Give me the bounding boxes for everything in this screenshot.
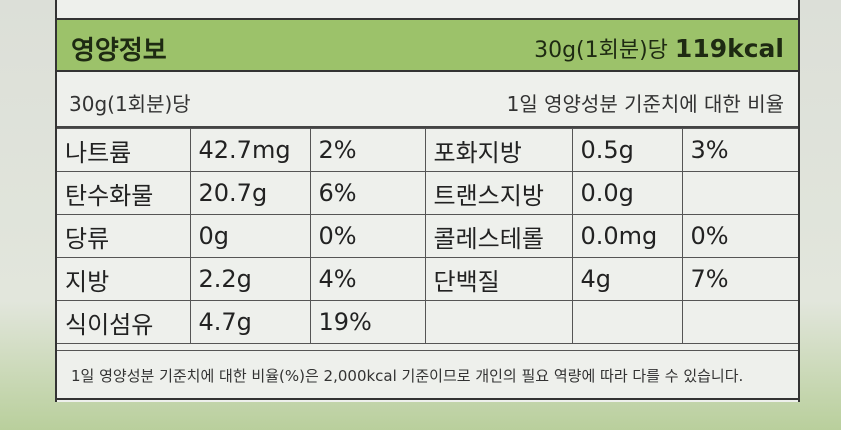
- subheader-right: 1일 영양성분 기준치에 대한 비율: [506, 92, 784, 116]
- table-cell: [571, 300, 683, 344]
- table-cell: 4g: [571, 257, 683, 301]
- table-cell: [681, 171, 798, 215]
- table-cell: 단백질: [424, 257, 573, 301]
- table-cell: 7%: [681, 257, 798, 301]
- kcal: 119kcal: [674, 34, 784, 63]
- table-cell: 6%: [309, 171, 426, 215]
- subheader-left: 30g(1회분)당: [69, 92, 191, 116]
- table-cell: 20.7g: [189, 171, 311, 215]
- table-cell: 당류: [57, 214, 191, 258]
- table-cell: 탄수화물: [57, 171, 191, 215]
- nutrition-label: 영양정보 30g(1회분)당 119kcal 30g(1회분)당 1일 영양성분…: [55, 0, 800, 402]
- table-cell: 2%: [309, 128, 426, 172]
- table-row: 식이섬유 4.7g 19%: [57, 300, 798, 344]
- table-cell: [424, 300, 573, 344]
- table-cell: 0%: [681, 214, 798, 258]
- serving-info: 30g(1회분)당 119kcal: [534, 32, 784, 64]
- table-row: 탄수화물 20.7g 6% 트랜스지방 0.0g: [57, 171, 798, 215]
- table-cell: 0.0g: [571, 171, 683, 215]
- title: 영양정보: [71, 36, 167, 66]
- table-cell: 0g: [189, 214, 311, 258]
- table-cell: 0.0mg: [571, 214, 683, 258]
- serving: 30g(1회분)당: [534, 38, 668, 63]
- table-cell: 트랜스지방: [424, 171, 573, 215]
- table-cell: 콜레스테롤: [424, 214, 573, 258]
- table-cell: 식이섬유: [57, 300, 191, 344]
- table-row: 지방 2.2g 4% 단백질 4g 7%: [57, 257, 798, 301]
- table-row: 당류 0g 0% 콜레스테롤 0.0mg 0%: [57, 214, 798, 258]
- table-cell: 0%: [309, 214, 426, 258]
- subheader: 30g(1회분)당 1일 영양성분 기준치에 대한 비율: [57, 72, 798, 128]
- table-cell: 나트륨: [57, 128, 191, 172]
- table-cell: 0.5g: [571, 128, 683, 172]
- table-row: 나트륨 42.7mg 2% 포화지방 0.5g 3%: [57, 128, 798, 172]
- table-cell: 2.2g: [189, 257, 311, 301]
- table-cell: 42.7mg: [189, 128, 311, 172]
- nutrition-table: 나트륨 42.7mg 2% 포화지방 0.5g 3% 탄수화물 20.7g 6% 트랜스지방 0.0…: [57, 128, 798, 344]
- table-cell: 포화지방: [424, 128, 573, 172]
- table-cell: 4%: [309, 257, 426, 301]
- table-cell: [681, 300, 798, 344]
- footnote: 1일 영양성분 기준치에 대한 비율(%)은 2,000kcal 기준이므로 개…: [57, 350, 798, 400]
- table-cell: 3%: [681, 128, 798, 172]
- table-cell: 4.7g: [189, 300, 311, 344]
- table-cell: 19%: [309, 300, 426, 344]
- label-header: 영양정보 30g(1회분)당 119kcal: [57, 18, 798, 72]
- table-cell: 지방: [57, 257, 191, 301]
